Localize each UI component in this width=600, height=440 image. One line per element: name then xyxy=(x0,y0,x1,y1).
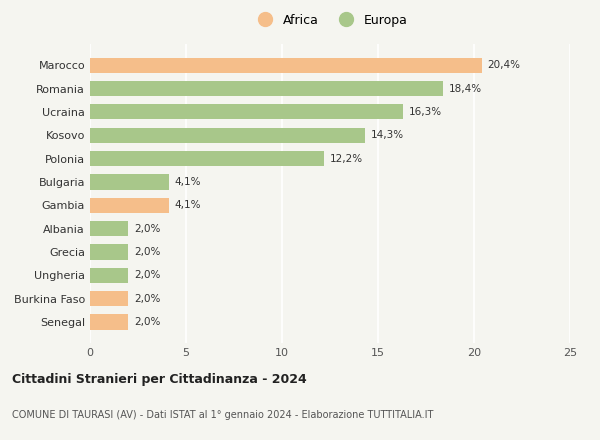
Text: 2,0%: 2,0% xyxy=(134,247,161,257)
Bar xyxy=(90,104,403,120)
Bar xyxy=(90,128,365,143)
Text: 18,4%: 18,4% xyxy=(449,84,482,94)
Text: 4,1%: 4,1% xyxy=(175,200,201,210)
Bar xyxy=(90,198,169,213)
Bar xyxy=(90,315,128,330)
Legend: Africa, Europa: Africa, Europa xyxy=(248,9,412,32)
Text: 16,3%: 16,3% xyxy=(409,107,442,117)
Text: 4,1%: 4,1% xyxy=(175,177,201,187)
Bar xyxy=(90,174,169,190)
Text: Cittadini Stranieri per Cittadinanza - 2024: Cittadini Stranieri per Cittadinanza - 2… xyxy=(12,373,307,386)
Bar xyxy=(90,221,128,236)
Text: 20,4%: 20,4% xyxy=(487,60,520,70)
Bar xyxy=(90,244,128,260)
Text: COMUNE DI TAURASI (AV) - Dati ISTAT al 1° gennaio 2024 - Elaborazione TUTTITALIA: COMUNE DI TAURASI (AV) - Dati ISTAT al 1… xyxy=(12,410,433,420)
Bar xyxy=(90,291,128,306)
Text: 2,0%: 2,0% xyxy=(134,224,161,234)
Bar xyxy=(90,58,482,73)
Text: 2,0%: 2,0% xyxy=(134,270,161,280)
Bar xyxy=(90,151,324,166)
Text: 12,2%: 12,2% xyxy=(330,154,363,164)
Text: 2,0%: 2,0% xyxy=(134,293,161,304)
Bar xyxy=(90,268,128,283)
Text: 2,0%: 2,0% xyxy=(134,317,161,327)
Text: 14,3%: 14,3% xyxy=(370,130,403,140)
Bar xyxy=(90,81,443,96)
